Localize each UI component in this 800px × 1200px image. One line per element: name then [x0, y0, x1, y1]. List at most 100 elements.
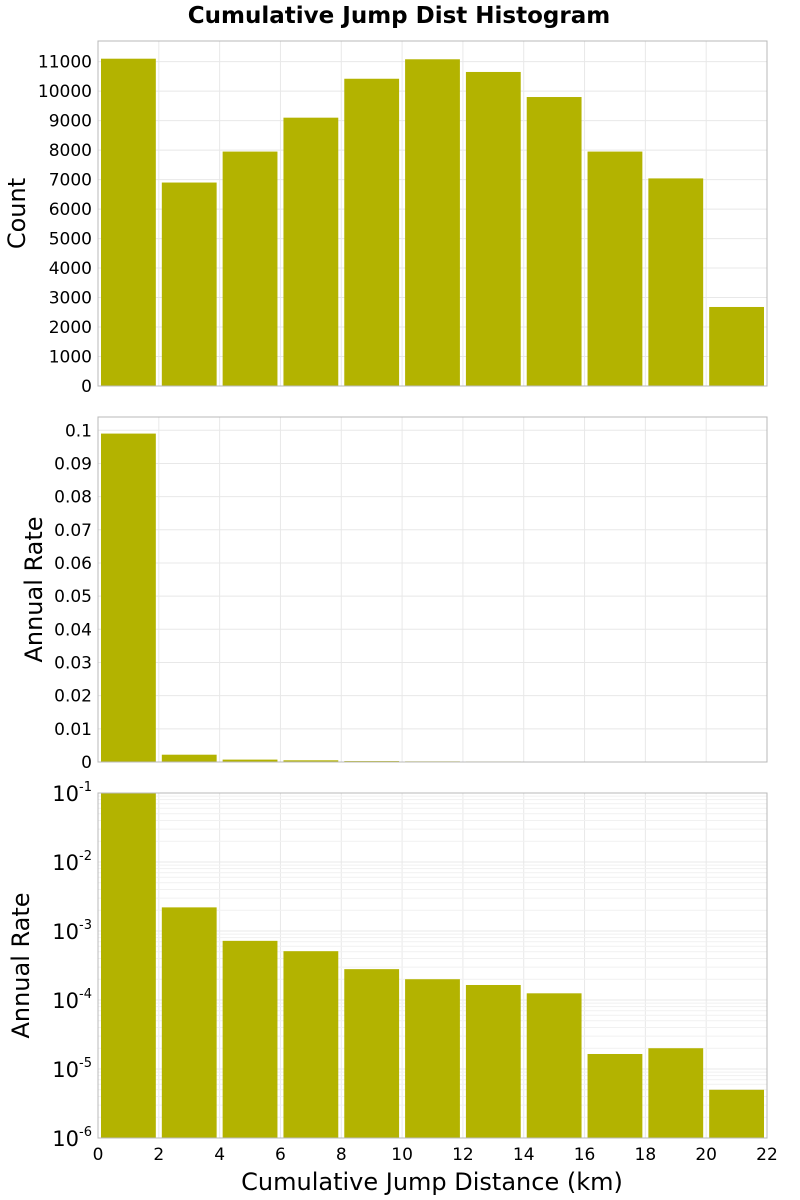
bar-6-8km: [283, 760, 339, 762]
y-tick-label: 4000: [49, 259, 92, 279]
y-tick-label: 5000: [49, 230, 92, 250]
y-tick-labels: 0 0.01 0.02 0.03 0.04 0.05 0.06 0.07 0.08 0.09 0.1: [54, 421, 92, 773]
y-tick-exponent: -1: [79, 780, 92, 795]
grid-lines: [97, 417, 768, 763]
panel-count: 0 1000 2000 3000 4000 5000 6000 7000 8000 9000 100…: [3, 40, 768, 397]
x-tick-label: 16: [574, 1145, 596, 1165]
x-tick-label: 8: [336, 1145, 347, 1165]
x-tick-label: 2: [153, 1145, 164, 1165]
plot-frame: [97, 792, 768, 1139]
bar-14-16km: [526, 97, 582, 387]
y-tick-labels: 10-610-510-410-310-210-1: [52, 780, 92, 1151]
bar-18-20km: [648, 1048, 704, 1138]
y-tick-label: 0: [81, 753, 92, 773]
x-axis-label: Cumulative Jump Distance (km): [241, 1168, 623, 1196]
x-tick-label: 18: [635, 1145, 657, 1165]
bar-2-4km: [161, 182, 217, 386]
y-tick-label: 0.01: [54, 720, 92, 740]
x-tick-label: 4: [214, 1145, 225, 1165]
y-tick-label: 10-4: [52, 987, 92, 1013]
bar-8-10km: [344, 969, 400, 1138]
x-tick-label: 10: [391, 1145, 413, 1165]
y-tick-label: 0.09: [54, 454, 92, 474]
bar-0-2km: [101, 433, 156, 762]
y-tick-exponent: -6: [79, 1125, 92, 1140]
y-tick-label: 0.07: [54, 521, 92, 541]
y-tick-label: 10-3: [52, 918, 92, 944]
x-tick-label: 20: [695, 1145, 717, 1165]
bar-20-22km: [709, 306, 764, 386]
bar-20-22km: [709, 1089, 764, 1138]
y-tick-label: 10-2: [52, 849, 92, 875]
bar-16-18km: [587, 151, 643, 386]
bar-14-16km: [526, 993, 582, 1138]
y-tick-exponent: -3: [79, 918, 92, 933]
y-tick-label: 10-5: [52, 1056, 92, 1082]
bar-6-8km: [283, 117, 339, 387]
bars: [101, 433, 764, 762]
y-tick-base: 10: [52, 782, 79, 806]
y-tick-label: 0.08: [54, 488, 92, 508]
y-axis-label: Annual Rate: [7, 892, 35, 1038]
y-axis-label: Count: [3, 178, 31, 249]
y-tick-label: 7000: [49, 171, 92, 191]
y-tick-label: 0.05: [54, 587, 92, 607]
x-tick-labels: 0 2 4 6 8 10 12 14 16 18 20 22: [93, 1145, 778, 1165]
y-tick-label: 10-1: [52, 780, 92, 806]
bar-0-2km: [101, 58, 156, 386]
y-tick-label: 0: [81, 377, 92, 397]
y-tick-base: 10: [52, 920, 79, 944]
y-tick-label: 0.02: [54, 687, 92, 707]
plot-frame: [97, 416, 768, 763]
panel-rate-linear: 0 0.01 0.02 0.03 0.04 0.05 0.06 0.07 0.08 0.09 0.1…: [20, 416, 768, 773]
y-axis-label: Annual Rate: [20, 516, 48, 662]
y-tick-label: 0.06: [54, 554, 92, 574]
bar-12-14km: [465, 984, 521, 1138]
bar-18-20km: [648, 178, 704, 386]
y-tick-label: 1000: [49, 348, 92, 368]
bar-10-12km: [405, 59, 460, 387]
y-tick-base: 10: [52, 1127, 79, 1151]
bar-4-6km: [222, 151, 278, 386]
y-tick-label: 6000: [49, 200, 92, 220]
x-tick-label: 22: [756, 1145, 778, 1165]
y-tick-label: 0.1: [65, 421, 92, 441]
y-tick-exponent: -2: [79, 849, 92, 864]
bar-2-4km: [161, 907, 217, 1138]
bars: [101, 793, 764, 1138]
y-tick-base: 10: [52, 989, 79, 1013]
x-tick-label: 0: [93, 1145, 104, 1165]
chart-panels: 0100020003000400050006000700080009000100…: [3, 40, 778, 1165]
bar-0-2km: [101, 793, 156, 1138]
y-tick-label: 8000: [49, 141, 92, 161]
y-tick-label: 0.04: [54, 620, 92, 640]
y-tick-base: 10: [52, 851, 79, 875]
y-tick-label: 2000: [49, 318, 92, 338]
y-tick-label: 3000: [49, 289, 92, 309]
plot-frame: [97, 40, 768, 387]
bar-16-18km: [587, 1053, 643, 1138]
bars: [101, 58, 764, 387]
x-tick-label: 14: [513, 1145, 535, 1165]
y-tick-label: 9000: [49, 112, 92, 132]
bar-2-4km: [161, 754, 217, 762]
y-tick-label: 11000: [38, 53, 92, 73]
x-tick-label: 6: [275, 1145, 286, 1165]
bar-6-8km: [283, 951, 339, 1138]
y-tick-base: 10: [52, 1058, 79, 1082]
bar-8-10km: [344, 78, 400, 386]
bar-4-6km: [222, 940, 278, 1138]
y-tick-label: 0.03: [54, 653, 92, 673]
chart-title: Cumulative Jump Dist Histogram: [188, 3, 610, 29]
bar-4-6km: [222, 759, 278, 762]
bar-12-14km: [465, 71, 521, 386]
bar-10-12km: [405, 979, 460, 1138]
y-tick-label: 10-6: [52, 1125, 92, 1151]
y-tick-labels: 0 1000 2000 3000 4000 5000 6000 7000 8000 9000 100…: [38, 53, 92, 397]
y-tick-label: 10000: [38, 82, 92, 102]
y-tick-exponent: -4: [79, 987, 92, 1002]
y-tick-exponent: -5: [79, 1056, 92, 1071]
x-tick-label: 12: [452, 1145, 474, 1165]
